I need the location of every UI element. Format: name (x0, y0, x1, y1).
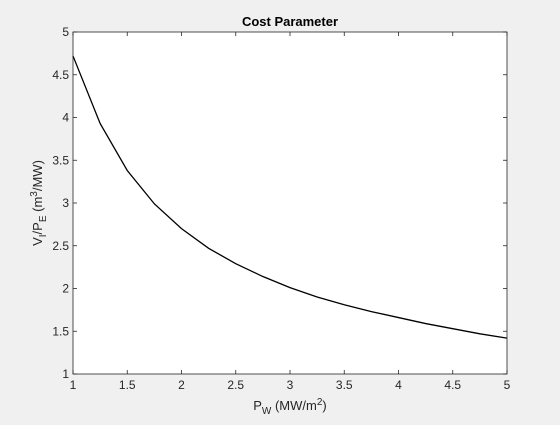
x-tick-label: 4 (395, 378, 402, 392)
x-tick-label: 3 (287, 378, 294, 392)
x-axis-label-base: P (253, 398, 262, 413)
y-axis-label-end: /MW) (30, 160, 45, 191)
x-tick-label: 5 (504, 378, 511, 392)
y-tick-label: 1 (62, 367, 69, 381)
y-tick-label: 2 (62, 282, 69, 296)
x-tick-label: 4.5 (444, 378, 461, 392)
x-tick-label: 3.5 (336, 378, 353, 392)
chart-title: Cost Parameter (242, 14, 338, 29)
x-axis-label: PW (MW/m2) (253, 397, 327, 417)
x-tick-label: 2.5 (227, 378, 244, 392)
x-axis-label-end: ) (322, 398, 326, 413)
axes-box (72, 31, 508, 375)
axes-background (73, 32, 507, 374)
x-axis-label-superscript: 2 (317, 397, 323, 408)
y-axis-label: VI/PE (m3/MW) (29, 160, 49, 246)
y-tick-label: 4 (62, 111, 69, 125)
tick-labels: 1 1.5 2 2.5 3 3.5 4 4.5 5 1 1.5 2 2.5 3 3.5 4 4.5 5 (52, 25, 510, 392)
y-tick-label: 3.5 (52, 153, 69, 167)
y-tick-label: 1.5 (52, 324, 69, 338)
series-line-cost-parameter (72, 55, 508, 339)
y-tick-label: 2.5 (52, 239, 69, 253)
y-axis-label-subscript-1: I (38, 234, 49, 237)
y-axis-label-base: V (30, 237, 45, 246)
y-tick-label: 5 (62, 25, 69, 39)
y-axis-label-subscript-2: E (38, 215, 49, 222)
y-tick-label: 4.5 (52, 68, 69, 82)
x-axis-label-unit: (MW/m (271, 398, 316, 413)
y-tick-label: 3 (62, 196, 69, 210)
y-axis-label-superscript: 3 (29, 191, 40, 197)
y-axis-label-mid: /P (30, 222, 45, 234)
x-tick-label: 1 (70, 378, 77, 392)
x-tick-label: 1.5 (119, 378, 136, 392)
x-axis-label-subscript: W (262, 406, 272, 417)
x-tick-label: 2 (178, 378, 185, 392)
y-axis-label-unit: (m (30, 197, 45, 216)
